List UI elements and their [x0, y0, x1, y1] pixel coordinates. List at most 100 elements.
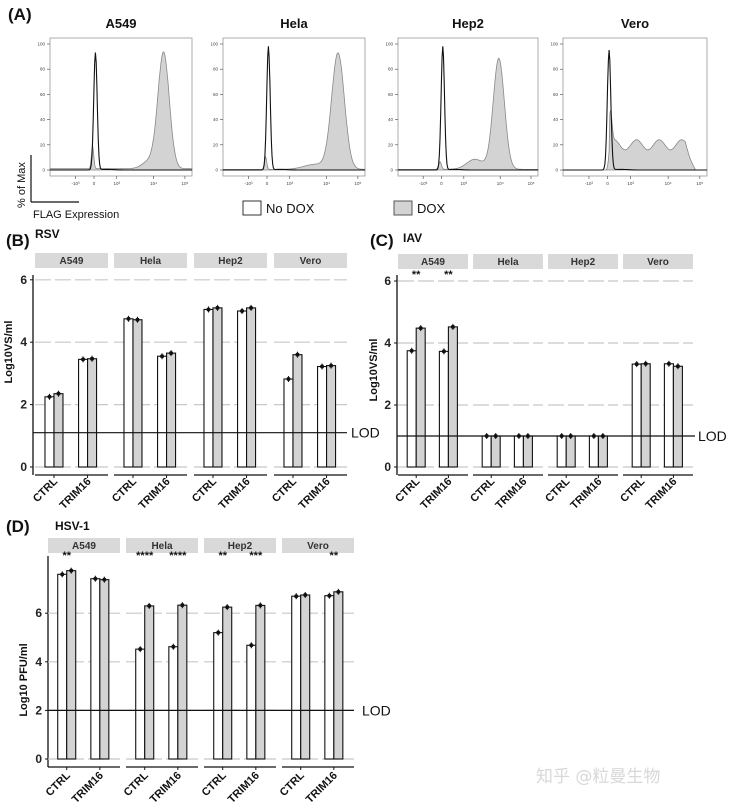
- significance-label: **: [330, 550, 339, 562]
- facet-strip-label: A549: [72, 541, 96, 552]
- bar-nodox: [631, 363, 642, 468]
- significance-label: **: [444, 269, 453, 281]
- flow-title: A549: [105, 16, 136, 31]
- flow-ytick-label: 20: [553, 142, 559, 147]
- facet-strip: [204, 538, 276, 553]
- x-tick-label: TRIM16: [226, 770, 262, 806]
- flow-ytick-label: 80: [553, 67, 559, 72]
- bar-dox: [177, 604, 188, 760]
- y-tick-label: 0: [20, 460, 27, 474]
- significance-label: **: [62, 550, 71, 562]
- panel-a-letter: (A): [8, 5, 32, 24]
- flow-xtick-label: 10⁵: [354, 181, 361, 186]
- x-tick-label: CTRL: [270, 475, 299, 504]
- significance-label: ***: [249, 550, 263, 562]
- x-tick-label: TRIM16: [148, 770, 184, 806]
- facet-strip: [623, 254, 693, 269]
- flow-xtick-label: 10⁴: [497, 181, 504, 186]
- legend-label-nodox: No DOX: [266, 201, 315, 216]
- flow-ytick-label: 80: [213, 67, 219, 72]
- x-tick-label: CTRL: [190, 475, 219, 504]
- flow-xtick-label: 10³: [461, 181, 468, 186]
- flow-ytick-label: 40: [553, 117, 559, 122]
- facet-strip: [398, 254, 468, 269]
- significance-label: **: [412, 269, 421, 281]
- bar-dox: [166, 352, 177, 468]
- bar-nodox: [57, 573, 68, 760]
- bar-nodox: [438, 350, 449, 468]
- x-tick-label: TRIM16: [70, 770, 106, 806]
- bar-dox: [447, 326, 458, 468]
- bar-nodox: [123, 318, 134, 468]
- x-tick-label: TRIM16: [58, 476, 94, 512]
- flow-ytick-label: 100: [37, 42, 45, 47]
- flow-frame: [397, 37, 539, 177]
- bar-nodox: [324, 595, 335, 760]
- bar-nodox: [283, 378, 294, 468]
- lod-label: LOD: [351, 425, 380, 441]
- facet-strip-label: A549: [421, 257, 445, 268]
- facet-strip: [114, 253, 187, 268]
- facet-strip-label: Hela: [140, 256, 162, 267]
- facet-strip: [473, 254, 543, 269]
- x-tick-label: TRIM16: [418, 476, 454, 512]
- x-tick-label: CTRL: [44, 769, 73, 798]
- facet-strip: [194, 253, 267, 268]
- x-tick-label: CTRL: [468, 475, 497, 504]
- facet-strip: [35, 253, 108, 268]
- flow-title: Vero: [621, 16, 649, 31]
- y-tick-label: 0: [35, 752, 42, 766]
- x-tick-label: CTRL: [278, 769, 307, 798]
- flow-ytick-label: 100: [210, 42, 218, 47]
- bar-dox: [326, 365, 337, 468]
- facet-hela: Hela CTRL **** TRIM16 ****: [122, 538, 198, 806]
- bar-dox: [415, 327, 426, 468]
- bar-nodox: [237, 310, 248, 468]
- bar-nodox: [90, 578, 101, 760]
- flow-xtick-label: 10³: [627, 181, 634, 186]
- flow-histograms: A549 0 20 40 60 80 100 -10³ 0 10³ 10⁴ 10⁵ Hela 0 20 40 6…: [37, 16, 708, 186]
- flow-xtick-label: 0: [93, 181, 96, 186]
- bar-dox: [333, 591, 344, 760]
- y-tick-label: 6: [384, 274, 391, 288]
- flow-ytick-label: 80: [388, 67, 394, 72]
- bar-dox: [300, 594, 311, 760]
- lod-label: LOD: [698, 428, 727, 444]
- x-tick-label: CTRL: [200, 769, 229, 798]
- bar-nodox: [78, 358, 89, 468]
- facet-strip-label: Hep2: [571, 257, 596, 268]
- bar-dox: [565, 435, 576, 468]
- dox-histogram: [397, 57, 539, 171]
- flow-axis-key: % of Max FLAG Expression: [16, 155, 119, 221]
- bar-chart-hsv-1: 0 2 4 6 Log10 PFU/ml A549 CTRL ** TRIM16 Hela CTRL…: [18, 538, 391, 806]
- bar-dox: [87, 358, 98, 468]
- bar-nodox: [246, 644, 257, 760]
- panel-d-virus: HSV-1: [55, 519, 90, 533]
- x-axis-label: FLAG Expression: [33, 209, 119, 221]
- facet-a549: A549 CTRL ** TRIM16: [44, 538, 120, 806]
- flow-xtick-label: -10³: [585, 181, 594, 186]
- facet-strip-label: Vero: [300, 256, 322, 267]
- significance-label: **: [218, 550, 227, 562]
- y-axis-label: % of Max: [16, 162, 28, 208]
- bar-dox: [222, 606, 233, 760]
- y-tick-label: 6: [35, 606, 42, 620]
- dox-histogram: [49, 51, 193, 171]
- significance-label: ****: [169, 550, 187, 562]
- flow-xtick-label: 0: [606, 181, 609, 186]
- facet-a549: A549 CTRL ** TRIM16 **: [393, 254, 468, 512]
- x-tick-label: TRIM16: [643, 476, 679, 512]
- bar-dox: [246, 307, 257, 468]
- bar-chart-rsv: 0246Log10VS/mlA549CTRLTRIM16HelaCTRLTRIM…: [3, 253, 380, 512]
- flow-histogram-hep2: Hep2 0 20 40 60 80 100 -10³ 0 10³ 10⁴ 10⁵: [385, 16, 539, 186]
- bar-dox: [212, 307, 223, 468]
- bar-dox: [490, 435, 501, 468]
- bar-nodox: [317, 365, 328, 468]
- facet-strip-label: Hep2: [228, 541, 253, 552]
- flow-xtick-label: 10³: [286, 181, 293, 186]
